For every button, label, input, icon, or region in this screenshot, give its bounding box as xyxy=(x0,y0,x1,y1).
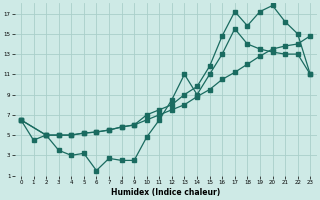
X-axis label: Humidex (Indice chaleur): Humidex (Indice chaleur) xyxy=(111,188,220,197)
